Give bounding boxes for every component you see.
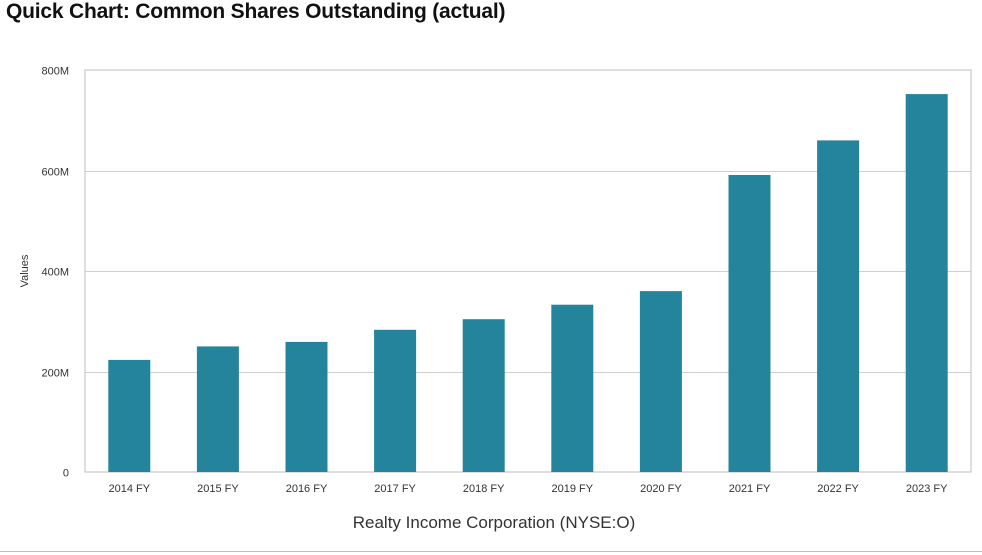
x-tick-label: 2021 FY	[729, 483, 771, 495]
y-axis-title: Values	[19, 254, 31, 287]
bottom-divider	[0, 551, 982, 552]
x-tick-label: 2015 FY	[197, 483, 239, 495]
bar[interactable]: 2015 FY	[196, 346, 239, 472]
x-axis-title: Realty Income Corporation (NYSE:O)	[353, 513, 636, 532]
x-tick-label: 2022 FY	[817, 483, 859, 495]
bar[interactable]: 2023 FY	[905, 94, 948, 472]
bars: 2014 FY 2015 FY 2016 FY 2017 FY 2018 FY 2019 …	[108, 94, 948, 472]
x-tick-label: 2016 FY	[286, 483, 328, 495]
x-tick-label: 2023 FY	[906, 483, 948, 495]
bar[interactable]: 2021 FY	[728, 175, 771, 472]
x-tick-label: 2014 FY	[109, 483, 151, 495]
bar[interactable]: 2017 FY	[374, 329, 417, 472]
x-tick-label: 2020 FY	[640, 483, 682, 495]
x-axis-tick-labels: 2014 FY 2015 FY 2016 FY 2017 FY 2018 FY 2019 …	[109, 483, 949, 495]
plot-area-frame	[84, 69, 972, 473]
y-tick-label: 400M	[41, 267, 69, 279]
y-tick-label: 200M	[41, 368, 69, 380]
chart-title: Quick Chart: Common Shares Outstanding (…	[6, 0, 506, 23]
y-axis-tick-labels: 0 200M 400M 600M 800M	[41, 66, 69, 480]
y-tick-label: 600M	[41, 167, 69, 179]
bar[interactable]: 2018 FY	[462, 319, 505, 472]
bar[interactable]: 2022 FY	[817, 140, 860, 472]
bar[interactable]: 2014 FY	[108, 359, 151, 472]
bar[interactable]: 2020 FY	[639, 291, 682, 472]
x-tick-label: 2017 FY	[374, 483, 416, 495]
x-tick-label: 2019 FY	[552, 483, 594, 495]
bar[interactable]: 2016 FY	[285, 341, 328, 472]
x-tick-label: 2018 FY	[463, 483, 505, 495]
y-tick-label: 800M	[41, 66, 69, 78]
y-tick-label: 0	[63, 468, 69, 480]
bar[interactable]: 2019 FY	[551, 304, 594, 472]
